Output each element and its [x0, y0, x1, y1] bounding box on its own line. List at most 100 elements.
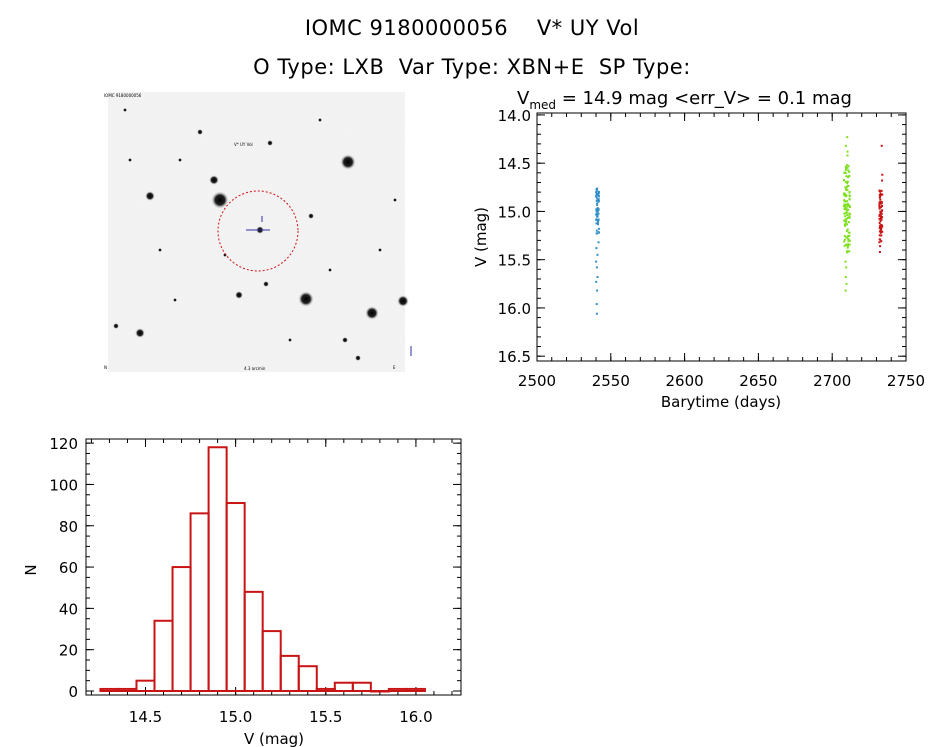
histogram-bar [99, 687, 120, 693]
histogram-bar [279, 654, 300, 693]
y-tick-label: 120 [49, 435, 78, 453]
data-point [881, 205, 884, 208]
star [393, 198, 397, 202]
x-tick-label: 15.0 [219, 708, 252, 726]
data-point [881, 225, 884, 228]
data-point [846, 202, 849, 205]
star [378, 248, 382, 252]
data-point [847, 235, 850, 238]
data-point [880, 230, 883, 233]
histogram-bars [99, 446, 426, 693]
data-point [879, 245, 882, 248]
data-point [848, 195, 851, 198]
y-tick-label: 15.0 [498, 203, 531, 221]
data-point [847, 243, 850, 246]
data-point [848, 250, 851, 253]
data-point [848, 204, 851, 207]
data-point [879, 206, 882, 209]
data-point [845, 266, 848, 269]
data-point [843, 219, 846, 222]
data-point [595, 280, 598, 283]
light-curve-axes: 2500 2550 2600 2650 2700 2750 14.0 14.5 15.0 15.5… [498, 107, 926, 390]
star [113, 323, 119, 329]
data-point [843, 240, 846, 243]
data-point [847, 175, 850, 178]
data-point [879, 225, 882, 228]
data-point [845, 175, 848, 178]
data-point [595, 210, 598, 213]
star [298, 291, 314, 307]
data-point [880, 234, 883, 237]
data-point [844, 144, 847, 147]
data-point [848, 234, 851, 237]
star [209, 175, 219, 185]
data-point [881, 179, 884, 182]
image-label-scale: 4.3 arcmin [244, 366, 266, 371]
data-point [846, 150, 849, 153]
light-curve-title: Vmed = 14.9 mag <err_V> = 0.1 mag [517, 88, 852, 112]
data-point [596, 215, 599, 218]
data-point [846, 185, 849, 188]
star [197, 129, 203, 135]
data-point [846, 216, 849, 219]
data-point [878, 214, 881, 217]
data-point [878, 207, 881, 210]
data-point [844, 186, 847, 189]
data-point [843, 192, 846, 195]
histogram-ylabel: N [22, 564, 40, 575]
data-point [846, 154, 849, 157]
y-tick-label: 0 [68, 683, 78, 701]
histogram-bar [261, 630, 282, 693]
data-point [846, 250, 849, 253]
star [340, 154, 356, 170]
data-point [595, 193, 598, 196]
data-point [878, 189, 881, 192]
data-point [595, 303, 598, 306]
star [267, 140, 273, 146]
data-point [847, 238, 850, 241]
data-point [596, 197, 599, 200]
data-point [878, 217, 881, 220]
data-point [845, 222, 848, 225]
data-point [846, 228, 849, 231]
y-tick-label: 60 [59, 559, 78, 577]
star [397, 295, 409, 307]
star [173, 298, 177, 302]
data-point [597, 218, 600, 221]
data-point [844, 200, 847, 203]
data-point [597, 194, 600, 197]
light-curve-points [595, 136, 884, 315]
x-tick-label: 2650 [739, 372, 777, 390]
data-point [878, 205, 881, 208]
histogram-bar [387, 687, 408, 693]
histogram-bar [333, 681, 354, 693]
data-point [597, 198, 600, 201]
data-point [848, 198, 851, 201]
star [342, 337, 348, 343]
image-label-north: N [104, 365, 107, 370]
star [288, 338, 292, 342]
y-tick-label: 15.5 [498, 252, 531, 270]
data-point [880, 223, 883, 226]
data-point [846, 182, 849, 185]
data-point [846, 180, 849, 183]
histogram-frame [85, 438, 462, 696]
data-point [596, 202, 599, 205]
data-point [844, 215, 847, 218]
light-curve-xlabel: Barytime (days) [661, 393, 781, 411]
data-point [596, 222, 599, 225]
data-point [878, 250, 881, 253]
data-point [848, 239, 851, 242]
data-point [845, 282, 848, 285]
histogram-bar [243, 590, 264, 693]
data-point [843, 199, 846, 202]
x-tick-label: 15.5 [309, 708, 342, 726]
data-point [597, 191, 600, 194]
data-point [597, 193, 600, 196]
data-point [848, 213, 851, 216]
star [145, 191, 155, 201]
data-point [595, 260, 598, 263]
data-point [845, 203, 848, 206]
star [211, 191, 229, 209]
data-point [879, 224, 882, 227]
